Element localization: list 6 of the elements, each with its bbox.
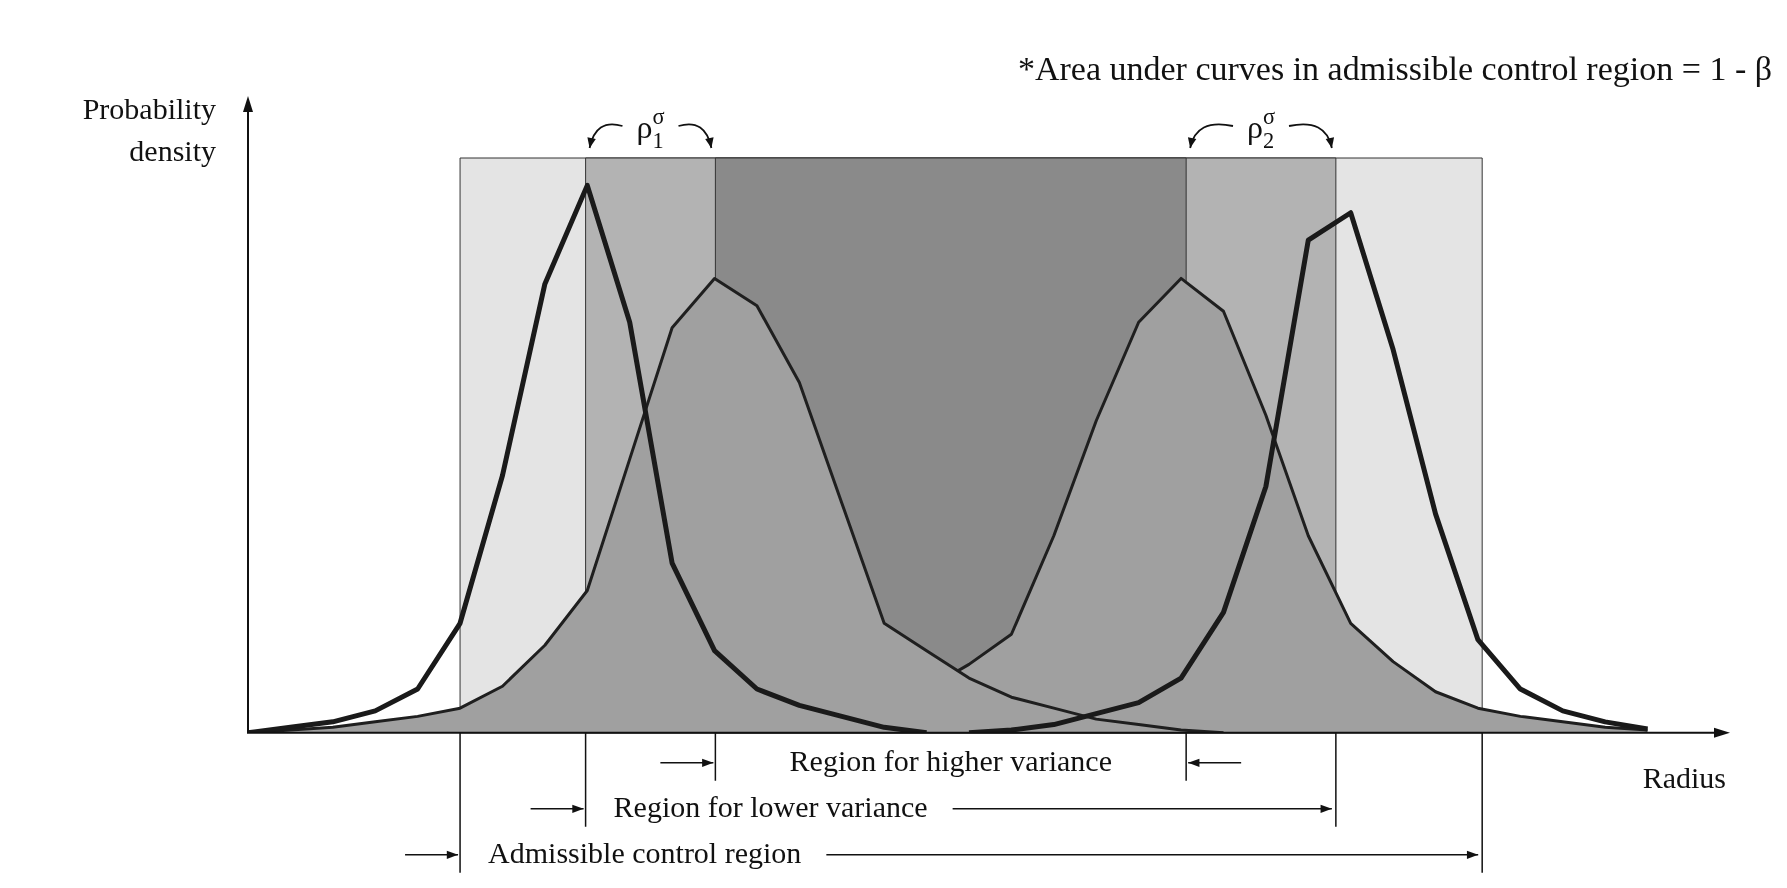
text: Region for higher variance [789,743,1112,777]
text: Admissible control region [488,835,802,869]
text: Region for lower variance [613,789,928,823]
y-axis-title: Probability density [82,91,216,167]
text: *Area under curves in admissible control region = 1 - β [1017,50,1772,87]
x-axis-title: Radius [1642,760,1726,794]
